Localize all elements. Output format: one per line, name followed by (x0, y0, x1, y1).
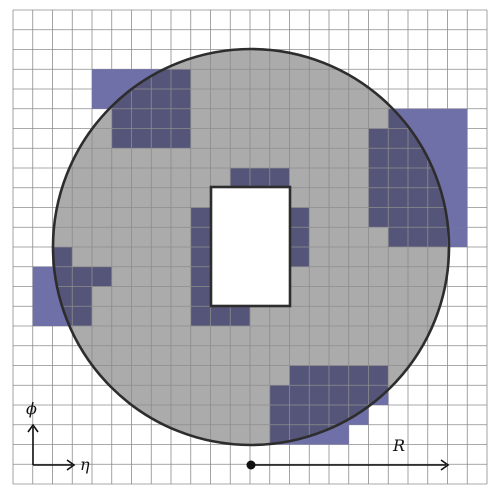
cell-block-overlap (92, 266, 112, 287)
outer-boundary-circle (51, 47, 451, 447)
cell-block-overlap (53, 247, 73, 267)
hole-region (211, 187, 290, 306)
eta-arrowhead-icon (66, 459, 76, 471)
inner-boundary-rectangle (209, 185, 292, 308)
cell-block (388, 108, 468, 129)
eta-label: η (80, 455, 90, 474)
phi-label: ϕ (26, 399, 37, 418)
coordinate-axes: ϕ η (26, 399, 90, 474)
annulus-region (51, 47, 451, 447)
cell-block-overlap (289, 207, 310, 267)
radius-indicator: R (246, 436, 450, 471)
radius-label: R (392, 436, 405, 455)
cell-block-overlap (388, 227, 449, 247)
phi-arrowhead-icon (27, 423, 39, 433)
cell-block-overlap (230, 168, 290, 188)
radius-arrowhead-icon (440, 459, 450, 471)
